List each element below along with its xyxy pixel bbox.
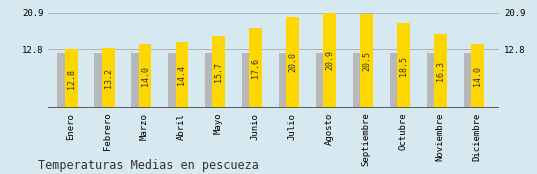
Bar bbox=[176, 42, 188, 108]
Bar bbox=[250, 27, 263, 108]
Text: 20.9: 20.9 bbox=[325, 50, 335, 70]
Bar bbox=[390, 53, 403, 108]
Bar bbox=[139, 44, 151, 108]
Bar bbox=[57, 53, 70, 108]
Bar bbox=[323, 13, 336, 108]
Bar bbox=[242, 53, 255, 108]
Text: 13.2: 13.2 bbox=[104, 68, 113, 88]
Bar bbox=[471, 44, 484, 108]
Text: 16.3: 16.3 bbox=[436, 61, 445, 81]
Bar bbox=[168, 53, 181, 108]
Text: 20.0: 20.0 bbox=[288, 52, 297, 72]
Bar bbox=[131, 53, 144, 108]
Text: 18.5: 18.5 bbox=[400, 56, 408, 76]
Bar bbox=[94, 53, 107, 108]
Bar bbox=[286, 17, 300, 108]
Text: 15.7: 15.7 bbox=[214, 62, 223, 82]
Bar bbox=[434, 34, 447, 108]
Text: 14.0: 14.0 bbox=[141, 66, 149, 86]
Text: 17.6: 17.6 bbox=[251, 58, 260, 78]
Text: 12.8: 12.8 bbox=[67, 69, 76, 89]
Text: 14.0: 14.0 bbox=[473, 66, 482, 86]
Text: Temperaturas Medias en pescueza: Temperaturas Medias en pescueza bbox=[38, 159, 258, 172]
Bar bbox=[353, 53, 366, 108]
Bar bbox=[360, 14, 373, 108]
Bar bbox=[427, 53, 440, 108]
Bar bbox=[205, 53, 218, 108]
Bar bbox=[316, 53, 329, 108]
Bar bbox=[397, 23, 410, 108]
Bar bbox=[279, 53, 292, 108]
Bar bbox=[64, 49, 77, 108]
Bar bbox=[101, 48, 114, 108]
Text: 14.4: 14.4 bbox=[178, 65, 186, 85]
Bar bbox=[213, 36, 226, 108]
Bar bbox=[464, 53, 477, 108]
Text: 20.5: 20.5 bbox=[362, 51, 372, 71]
